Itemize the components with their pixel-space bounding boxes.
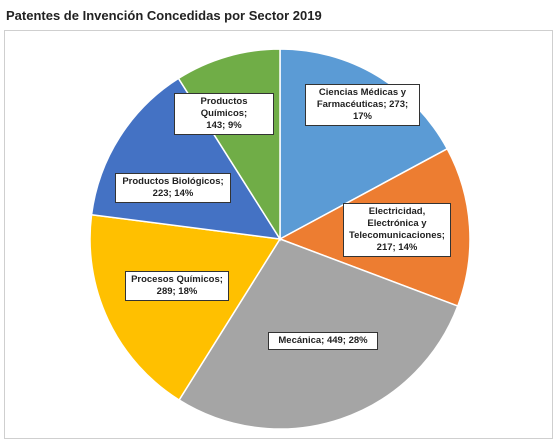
data-label-0: Ciencias Médicas y Farmacéuticas; 273; 17% [305, 84, 420, 126]
pie-slice-procesos-quimicos [89, 213, 282, 402]
pie-chart [89, 48, 471, 430]
data-label-5: Productos Químicos; 143; 9% [174, 93, 274, 135]
data-label-2: Mecánica; 449; 28% [268, 332, 378, 350]
data-label-4: Productos Biológicos; 223; 14% [115, 173, 231, 203]
chart-area: Ciencias Médicas y Farmacéuticas; 273; 17%… [4, 30, 553, 439]
data-label-1: Electricidad, Electrónica y Telecomunicaci… [343, 203, 451, 257]
chart-title: Patentes de Invención Concedidas por Sec… [6, 8, 322, 23]
data-label-3: Procesos Químicos; 289; 18% [125, 271, 229, 301]
